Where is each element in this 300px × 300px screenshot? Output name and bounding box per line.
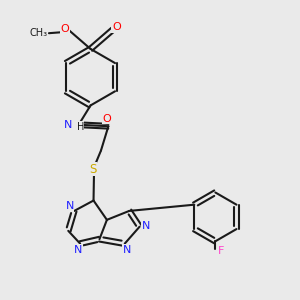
- Text: F: F: [218, 246, 224, 256]
- Text: O: O: [60, 24, 69, 34]
- Text: H: H: [76, 122, 84, 131]
- Text: N: N: [65, 201, 74, 211]
- Text: N: N: [64, 120, 72, 130]
- Text: CH₃: CH₃: [29, 28, 47, 38]
- Text: N: N: [74, 245, 82, 255]
- Text: S: S: [89, 163, 96, 176]
- Text: N: N: [142, 221, 150, 231]
- Text: O: O: [103, 114, 111, 124]
- Text: O: O: [112, 22, 121, 32]
- Text: N: N: [122, 245, 131, 255]
